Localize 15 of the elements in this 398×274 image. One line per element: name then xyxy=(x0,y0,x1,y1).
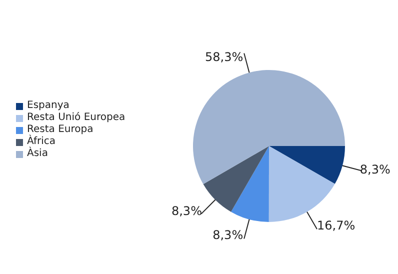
legend-label: Resta Europa xyxy=(27,124,94,135)
data-label: 8,3% xyxy=(360,162,390,177)
data-label: 8,3% xyxy=(212,228,244,242)
pie-slice xyxy=(231,146,269,222)
data-label: 58,3% xyxy=(204,50,244,64)
data-label: 16,7% xyxy=(317,218,356,233)
pie-slice xyxy=(203,146,269,212)
pie-slice xyxy=(269,146,345,184)
legend-label: Àsia xyxy=(27,148,48,160)
legend-label: Espanya xyxy=(27,100,70,112)
legend-label: Resta Unió Europea xyxy=(27,112,126,124)
legend-label: Àfrica xyxy=(27,136,56,147)
data-label: 8,3% xyxy=(171,204,202,218)
pie-slice xyxy=(268,146,335,222)
pie-slice xyxy=(193,70,345,184)
